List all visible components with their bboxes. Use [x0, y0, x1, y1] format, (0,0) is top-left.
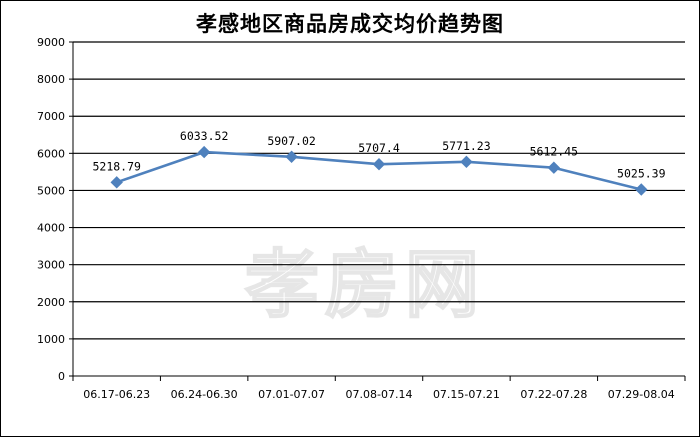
- watermark: 孝房网: [245, 242, 485, 328]
- y-tick-label: 9000: [37, 36, 65, 49]
- data-label: 5025.39: [617, 167, 666, 181]
- data-point-marker: [197, 145, 211, 159]
- x-tick-label: 07.15-07.21: [433, 388, 500, 401]
- y-tick-label: 3000: [37, 259, 65, 272]
- y-tick-label: 0: [58, 370, 65, 383]
- data-point-marker: [372, 157, 386, 171]
- y-tick-label: 7000: [37, 110, 65, 123]
- data-label: 5771.23: [442, 139, 491, 153]
- data-point-marker: [635, 183, 648, 196]
- data-label: 5907.02: [267, 134, 315, 148]
- y-tick-label: 5000: [37, 184, 65, 197]
- chart-title: 孝感地区商品房成交均价趋势图: [196, 11, 504, 36]
- x-tick-label: 06.17-06.23: [83, 388, 150, 401]
- data-point-marker: [547, 161, 561, 174]
- data-label: 6033.52: [180, 129, 228, 143]
- x-tick-label: 07.08-07.14: [346, 388, 413, 401]
- x-tick-label: 07.29-08.04: [608, 388, 675, 401]
- data-point-marker: [110, 176, 123, 189]
- y-tick-label: 6000: [37, 147, 65, 160]
- data-labels: 5218.79 6033.52 5907.02 5707.4 5771.23 5612.4…: [92, 129, 665, 180]
- data-point-marker: [285, 150, 298, 163]
- x-tick-label: 07.22-07.28: [520, 388, 587, 401]
- data-point-marker: [460, 155, 473, 169]
- data-label: 5218.79: [92, 159, 141, 173]
- data-label: 5707.4: [358, 141, 400, 155]
- tick-labels: 0 1000 2000 3000 4000 5000 6000 7000 8000 9000 06.…: [37, 36, 675, 401]
- x-tick-label: 07.01-07.07: [258, 388, 325, 401]
- y-tick-label: 8000: [37, 73, 65, 86]
- series-line: [110, 145, 648, 196]
- y-tick-label: 2000: [37, 296, 65, 309]
- y-tick-label: 1000: [37, 333, 65, 346]
- x-tick-label: 06.24-06.30: [171, 388, 238, 401]
- gridlines: [73, 41, 685, 340]
- y-tick-label: 4000: [37, 222, 65, 235]
- data-label: 5612.45: [530, 145, 578, 159]
- axes: [69, 41, 686, 381]
